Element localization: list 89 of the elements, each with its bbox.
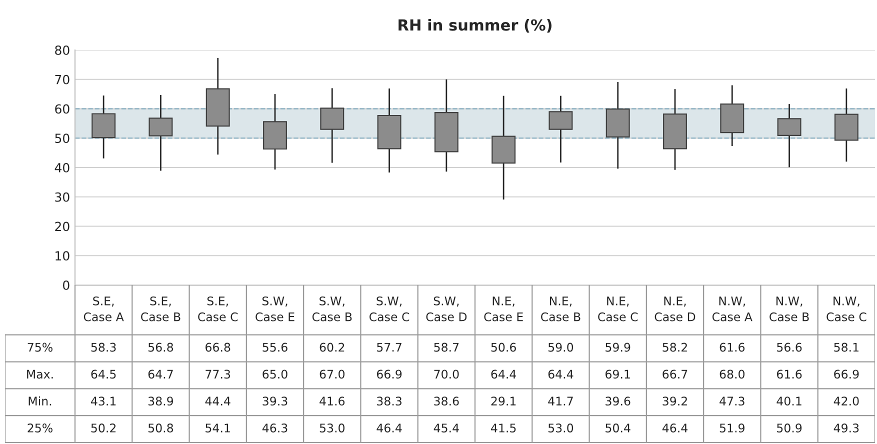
x-tick-label: N.E, Case E	[484, 296, 523, 322]
text: 43.1	[91, 396, 116, 406]
y-tick-label: 60	[55, 104, 70, 114]
text: 69.1	[606, 370, 630, 379]
text: 64.5	[91, 370, 116, 379]
text: 41.5	[491, 424, 516, 432]
x-tick-label: N.E, Case C	[598, 296, 638, 322]
text: 66.9	[376, 370, 402, 379]
text: 59.0	[548, 342, 574, 352]
y-tick-label: 80	[55, 45, 70, 55]
y-tick-label: 30	[55, 192, 70, 202]
text: 41.6	[320, 396, 345, 406]
text: 68.0	[720, 370, 744, 379]
y-tick-label: 50	[55, 134, 70, 144]
text: 39.2	[662, 396, 687, 406]
text: 25%	[28, 424, 52, 432]
y-tick-label: 70	[55, 74, 70, 84]
y-tick-label: 20	[55, 222, 70, 232]
text: 39.3	[262, 396, 288, 406]
text: 60.2	[320, 342, 344, 352]
text: Max.	[27, 370, 53, 379]
text: 51.9	[720, 424, 744, 432]
text: 65.0	[262, 370, 288, 379]
text: 54.1	[206, 424, 230, 432]
text: 44.4	[205, 396, 230, 406]
x-tick-label: S.W, Case D	[426, 296, 467, 322]
candlestick	[548, 95, 573, 164]
text: 58.1	[834, 342, 858, 352]
candlestick	[92, 94, 116, 160]
text: 56.6	[777, 342, 802, 352]
text: 55.6	[262, 342, 288, 352]
text: 77.3	[206, 370, 230, 379]
text: 45.4	[434, 424, 459, 432]
y-tick-label: 40	[54, 162, 70, 172]
x-tick-label: N.W, Case B	[770, 296, 809, 322]
text: 66.7	[662, 370, 688, 379]
text: 46.4	[662, 424, 688, 432]
text: 50.8	[148, 424, 174, 432]
text: 57.7	[377, 342, 402, 352]
text: Min.	[28, 396, 52, 406]
x-tick-label: N.E, Case D	[654, 296, 696, 322]
text: 41.7	[548, 396, 573, 406]
text: 64.7	[148, 370, 173, 379]
candlestick	[320, 87, 344, 164]
text: 50.6	[491, 342, 516, 352]
y-tick-label: 10	[56, 251, 70, 261]
x-tick-label: N.E, Case B	[541, 296, 580, 322]
chart-title: RH in summer (%)	[398, 18, 552, 33]
text: 47.3	[720, 396, 744, 406]
x-tick-label: S.W, Case E	[256, 296, 294, 322]
text: 64.4	[548, 370, 574, 379]
text: 58.7	[434, 342, 459, 352]
text: 67.0	[320, 370, 344, 379]
y-tick-label: 0	[63, 280, 70, 290]
x-tick-label: S.W, Case B	[312, 296, 352, 322]
text: 38.9	[148, 396, 174, 406]
text: 58.2	[662, 342, 687, 352]
text: 38.3	[377, 396, 402, 406]
candlestick	[148, 94, 173, 172]
text: 38.6	[434, 396, 459, 406]
text: 58.3	[91, 342, 116, 352]
text: 56.8	[148, 342, 174, 352]
x-tick-label: S.W, Case C	[370, 296, 410, 322]
text: 46.4	[376, 424, 402, 432]
text: 50.4	[606, 424, 630, 432]
text: 64.4	[491, 370, 516, 379]
x-tick-label: S.E, Case C	[198, 296, 238, 322]
text: 61.6	[776, 370, 802, 379]
text: 61.6	[720, 342, 745, 352]
text: 59.9	[606, 342, 630, 352]
x-tick-label: N.W, Case A	[712, 296, 752, 322]
text: 42.0	[834, 396, 859, 406]
text: 50.2	[91, 424, 116, 432]
x-tick-label: S.E, Case B	[141, 296, 180, 322]
text: 40.1	[776, 396, 802, 406]
text: 53.0	[320, 424, 344, 432]
text: 70.0	[434, 370, 459, 379]
text: 29.1	[491, 396, 516, 406]
text: 53.0	[548, 424, 574, 432]
text: 50.9	[777, 424, 802, 432]
text: 66.8	[206, 342, 230, 352]
text: 75%	[28, 342, 52, 352]
candlestick	[777, 103, 802, 168]
x-tick-label: N.W, Case C	[826, 296, 866, 322]
x-tick-label: S.E, Case A	[84, 296, 124, 322]
text: 46.3	[262, 424, 288, 432]
text: 66.9	[834, 370, 859, 379]
text: 39.6	[606, 396, 630, 406]
text: 49.3	[834, 424, 859, 432]
